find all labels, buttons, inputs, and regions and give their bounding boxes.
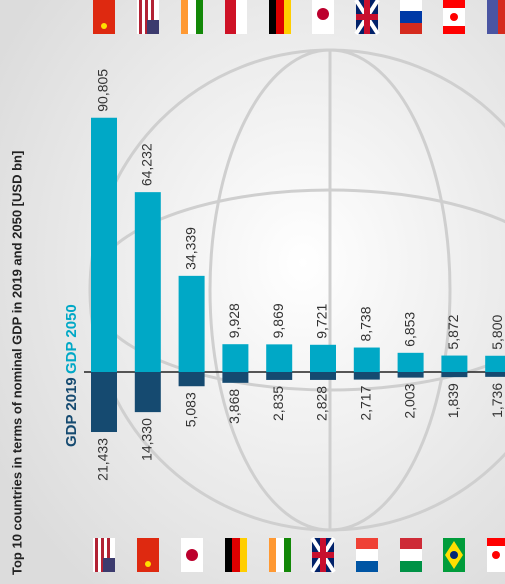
value-label: 2,828 bbox=[314, 386, 330, 421]
bar bbox=[485, 355, 505, 372]
bar bbox=[441, 372, 468, 378]
value-label: 64,232 bbox=[139, 143, 155, 186]
flags-bottom bbox=[93, 536, 505, 574]
value-label: 2,835 bbox=[270, 386, 286, 421]
value-label: 9,928 bbox=[226, 303, 242, 338]
value-label: 5,800 bbox=[489, 315, 505, 350]
chart-title: Top 10 countries in terms of nominal GDP… bbox=[9, 151, 24, 575]
flags-top bbox=[93, 0, 505, 36]
value-label: 14,330 bbox=[139, 418, 155, 461]
value-label: 1,736 bbox=[489, 383, 505, 418]
bar bbox=[178, 275, 205, 372]
bar bbox=[397, 372, 424, 378]
bar bbox=[134, 192, 161, 372]
bar bbox=[310, 372, 336, 380]
bar bbox=[310, 344, 336, 372]
bar bbox=[222, 344, 249, 372]
value-label: 2,003 bbox=[401, 383, 417, 418]
bar bbox=[266, 344, 293, 372]
globe-decoration bbox=[88, 48, 505, 532]
bar bbox=[178, 372, 205, 387]
bar bbox=[91, 117, 117, 372]
legend-label: GDP 2019 bbox=[63, 377, 80, 447]
value-label: 6,853 bbox=[401, 312, 417, 347]
value-label: 2,717 bbox=[358, 385, 374, 420]
bar bbox=[353, 347, 380, 372]
bar bbox=[222, 372, 249, 383]
value-label: 5,083 bbox=[182, 392, 198, 427]
value-label: 9,869 bbox=[270, 303, 286, 338]
legend-label: GDP 2050 bbox=[63, 304, 80, 374]
bar bbox=[397, 352, 424, 372]
value-label: 21,433 bbox=[95, 438, 111, 481]
bar bbox=[266, 372, 293, 380]
value-label: 1,839 bbox=[445, 383, 461, 418]
bar bbox=[485, 372, 505, 377]
bar bbox=[441, 355, 468, 372]
bar bbox=[134, 372, 161, 413]
value-label: 9,721 bbox=[314, 304, 330, 339]
value-label: 5,872 bbox=[445, 314, 461, 349]
bar bbox=[353, 372, 380, 380]
bar bbox=[91, 372, 117, 433]
value-label: 8,738 bbox=[358, 306, 374, 341]
value-label: 90,805 bbox=[95, 69, 111, 112]
value-label: 3,868 bbox=[226, 389, 242, 424]
value-label: 34,339 bbox=[182, 227, 198, 270]
